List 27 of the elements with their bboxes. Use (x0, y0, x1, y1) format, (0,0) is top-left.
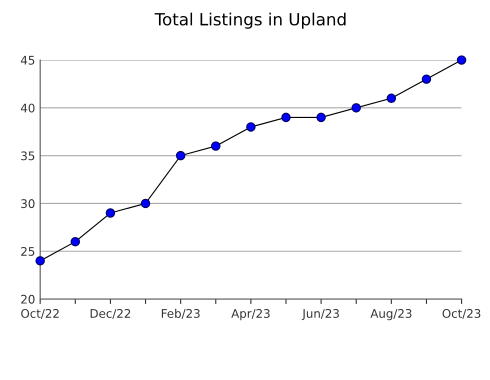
point (456, 55, 466, 65)
x-tick-label: Feb/23 (162, 308, 200, 319)
point (176, 150, 186, 160)
x-tick-label: Oct/22 (21, 308, 59, 319)
point (281, 112, 291, 122)
y-tick-label: 25 (21, 246, 34, 256)
x-tick-label: Apr/23 (231, 308, 270, 320)
point (316, 112, 326, 122)
y-tick-label: 40 (20, 104, 35, 112)
y-tick-label: 45 (20, 56, 34, 65)
x-tick-label: Oct/23 (442, 308, 480, 319)
point (246, 122, 256, 132)
point (352, 103, 361, 113)
point (386, 94, 396, 104)
point (35, 256, 45, 266)
point (106, 208, 116, 218)
y-tick-label: 35 (21, 151, 34, 160)
point (211, 141, 220, 151)
x-tick-label: Jun/23 (302, 308, 339, 320)
chart-title: Total Listings in Upland (154, 12, 346, 29)
point (422, 74, 432, 84)
y-tick-label: 20 (21, 294, 35, 304)
x-tick-label: Aug/23 (370, 308, 412, 320)
point (140, 198, 150, 208)
y-tick-label: 30 (21, 199, 35, 208)
point (70, 236, 80, 246)
x-tick-label: Dec/22 (90, 308, 130, 319)
